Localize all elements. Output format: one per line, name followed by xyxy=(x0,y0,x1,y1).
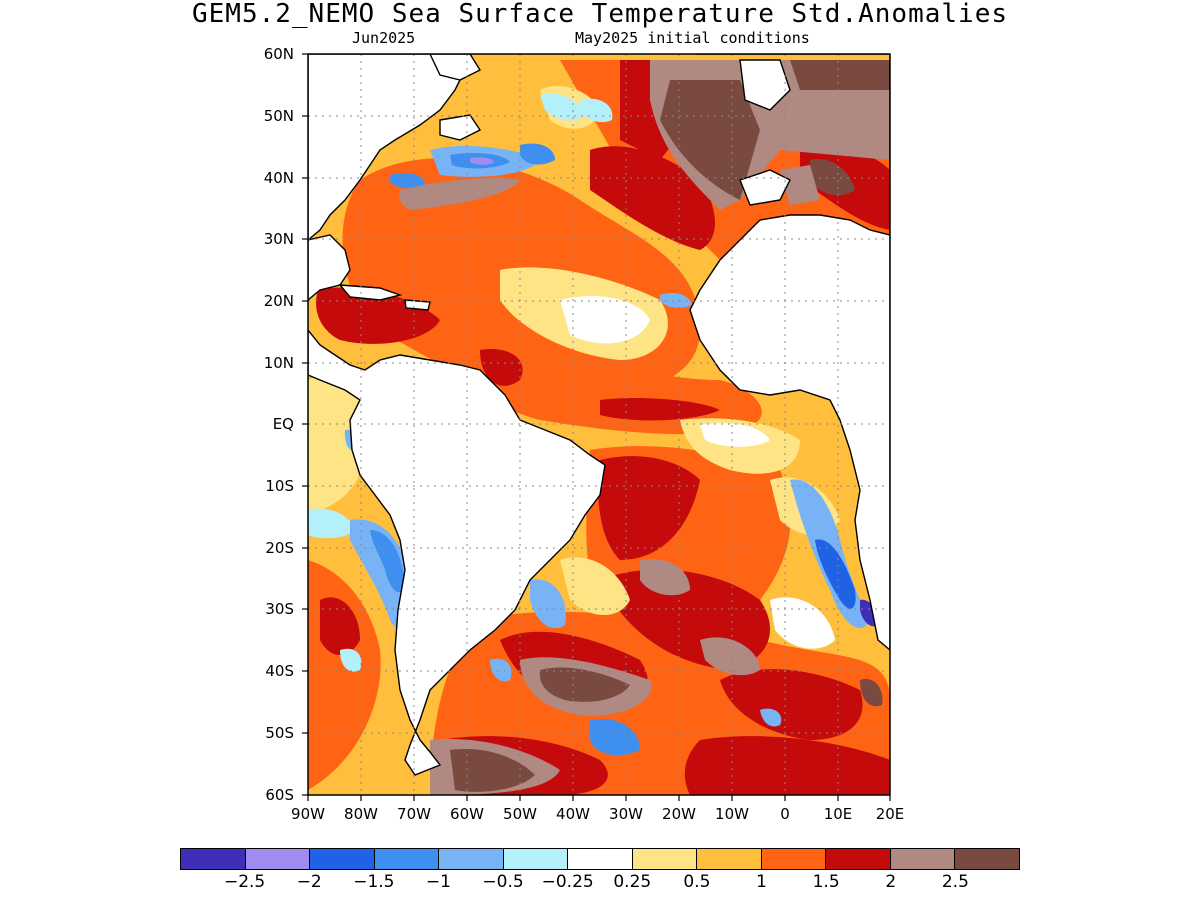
lat-label-10s: 10S xyxy=(265,477,294,495)
color-legend xyxy=(180,848,1020,870)
lat-label-60n: 60N xyxy=(263,45,294,63)
lat-label-60s: 60S xyxy=(265,786,294,804)
lon-label-20e: 20E xyxy=(875,805,905,823)
legend-swatch xyxy=(245,849,311,869)
lat-label-20s: 20S xyxy=(265,539,294,557)
initial-conditions: May2025 initial conditions xyxy=(575,29,810,47)
lon-label-70w: 70W xyxy=(397,805,431,823)
legend-swatch xyxy=(632,849,698,869)
legend-label: 2 xyxy=(885,872,897,892)
lat-label-eq: EQ xyxy=(272,415,294,433)
lon-label-80w: 80W xyxy=(344,805,378,823)
lon-label-40w: 40W xyxy=(556,805,590,823)
lon-label-90w: 90W xyxy=(291,805,325,823)
forecast-month: Jun2025 xyxy=(352,29,416,47)
lon-label-20w: 20W xyxy=(662,805,696,823)
lon-label-50w: 50W xyxy=(503,805,537,823)
legend-swatch xyxy=(503,849,569,869)
legend-swatch xyxy=(826,849,891,869)
legend-label: 0.25 xyxy=(613,872,652,892)
legend-label: 1.5 xyxy=(812,872,840,892)
legend-label: 0.5 xyxy=(683,872,711,892)
legend-swatch xyxy=(890,849,956,869)
legend-label: 2.5 xyxy=(941,872,969,892)
legend-swatch xyxy=(955,849,1019,869)
lat-label-40n: 40N xyxy=(263,169,294,187)
lon-label-0: 0 xyxy=(780,805,790,823)
lat-label-50n: 50N xyxy=(263,107,294,125)
legend-label: 1 xyxy=(756,872,767,892)
lon-label-60w: 60W xyxy=(450,805,484,823)
legend-swatch xyxy=(697,849,762,869)
legend-swatch xyxy=(374,849,440,869)
lat-label-40s: 40S xyxy=(265,662,294,680)
legend-label: −1 xyxy=(425,872,451,892)
lon-label-10e: 10E xyxy=(823,805,853,823)
map-title: GEM5.2_NEMO Sea Surface Temperature Std.… xyxy=(191,0,1008,29)
legend-label: −2 xyxy=(296,872,322,892)
legend-label: −0.5 xyxy=(482,872,524,892)
legend-label: −0.25 xyxy=(541,872,594,892)
lat-label-30s: 30S xyxy=(265,600,294,618)
legend-label: −2.5 xyxy=(223,872,266,892)
legend-swatch xyxy=(439,849,504,869)
lat-label-30n: 30N xyxy=(263,230,294,248)
legend-swatch xyxy=(568,849,633,869)
lat-label-50s: 50S xyxy=(265,724,294,742)
lat-label-10n: 10N xyxy=(263,354,294,372)
lat-label-20n: 20N xyxy=(263,292,294,310)
lon-label-10w: 10W xyxy=(715,805,749,823)
legend-label: −1.5 xyxy=(353,872,395,892)
legend-swatch xyxy=(310,849,375,869)
legend-swatch xyxy=(181,849,246,869)
graticule xyxy=(308,54,890,795)
lon-label-30w: 30W xyxy=(609,805,643,823)
legend-swatch xyxy=(761,849,827,869)
tick-marks xyxy=(302,53,891,801)
